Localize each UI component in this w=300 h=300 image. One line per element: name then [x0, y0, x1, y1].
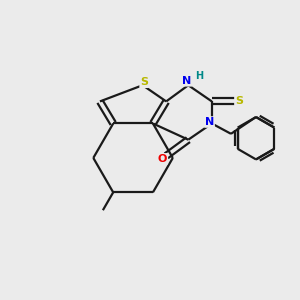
Text: O: O — [158, 154, 167, 164]
Text: S: S — [140, 77, 148, 87]
Text: N: N — [205, 117, 214, 127]
Text: H: H — [195, 71, 203, 81]
Text: S: S — [235, 96, 243, 106]
Text: N: N — [182, 76, 191, 86]
